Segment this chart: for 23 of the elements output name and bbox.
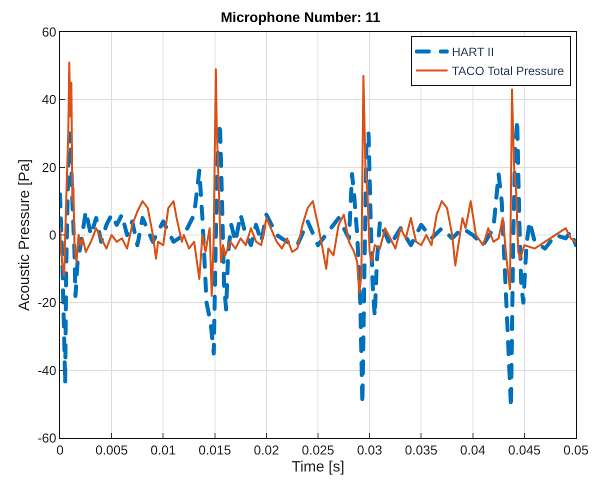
legend-label: HART II (452, 45, 494, 60)
y-tick-label: 60 (42, 24, 56, 40)
x-tick-label: 0.02 (254, 442, 280, 458)
x-tick-label: 0.03 (356, 442, 382, 458)
x-tick-label: 0.005 (95, 442, 128, 458)
y-axis-title: Acoustic Pressure [Pa] (16, 159, 33, 311)
y-tick-label: 20 (42, 160, 56, 175)
y-tick-label: 0 (49, 228, 56, 243)
x-tick-label: 0.035 (404, 442, 438, 458)
y-tick-label: 40 (42, 92, 56, 108)
legend-label: TACO Total Pressure (452, 64, 564, 78)
x-tick-label: 0.05 (563, 442, 589, 458)
x-tick-label: 0.045 (508, 442, 541, 458)
x-axis-title: Time [s] (292, 458, 344, 476)
y-tick-label: -40 (38, 362, 56, 378)
x-tick-label: 0.01 (150, 442, 176, 458)
y-tick-label: -20 (38, 295, 56, 310)
y-tick-label: -60 (38, 430, 56, 446)
x-tick-label: 0.025 (302, 442, 334, 458)
line-series (60, 61, 576, 297)
x-tick-label: 0.04 (460, 442, 486, 458)
chart-title: Microphone Number: 11 (220, 8, 380, 25)
x-tick-label: 0.015 (198, 442, 232, 458)
